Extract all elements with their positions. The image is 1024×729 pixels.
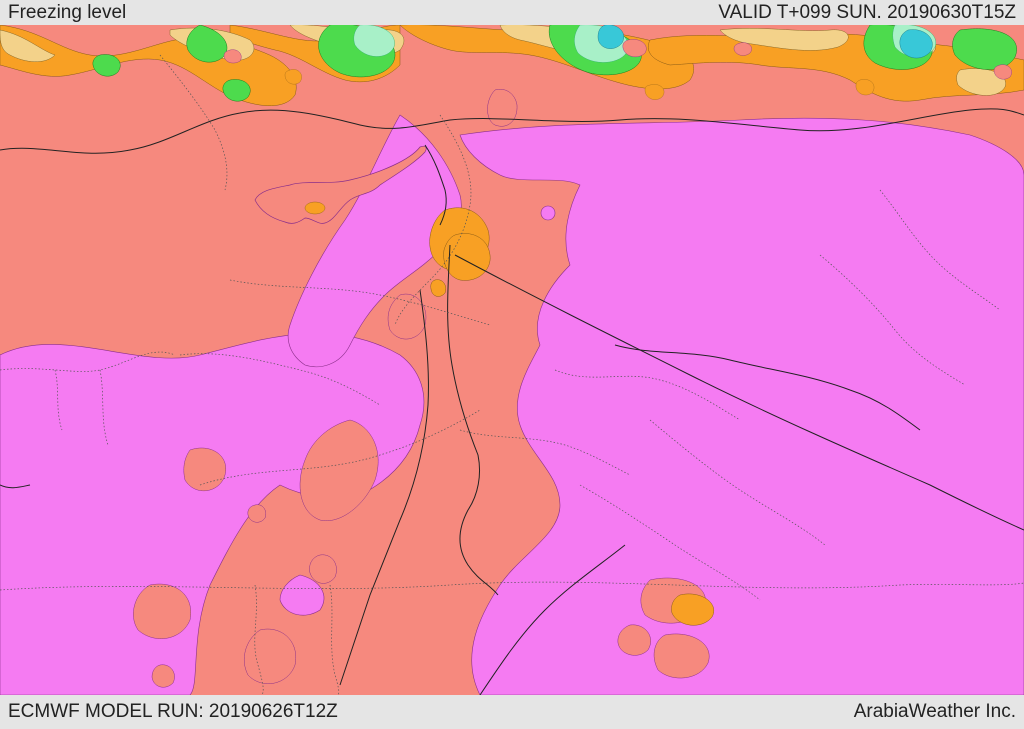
valid-time-label: VALID T+099 SUN. 20190630T15Z <box>718 2 1016 24</box>
map-canvas[interactable] <box>0 25 1024 695</box>
cyprus-mountain-spot <box>305 202 325 214</box>
header-bar: Freezing level VALID T+099 SUN. 20190630… <box>0 0 1024 25</box>
credit-label: ArabiaWeather Inc. <box>854 701 1016 723</box>
weather-map-app: Freezing level VALID T+099 SUN. 20190630… <box>0 0 1024 729</box>
footer-bar: ECMWF MODEL RUN: 20190626T12Z ArabiaWeat… <box>0 695 1024 729</box>
model-run-label: ECMWF MODEL RUN: 20190626T12Z <box>8 701 338 723</box>
map-title: Freezing level <box>8 2 126 24</box>
